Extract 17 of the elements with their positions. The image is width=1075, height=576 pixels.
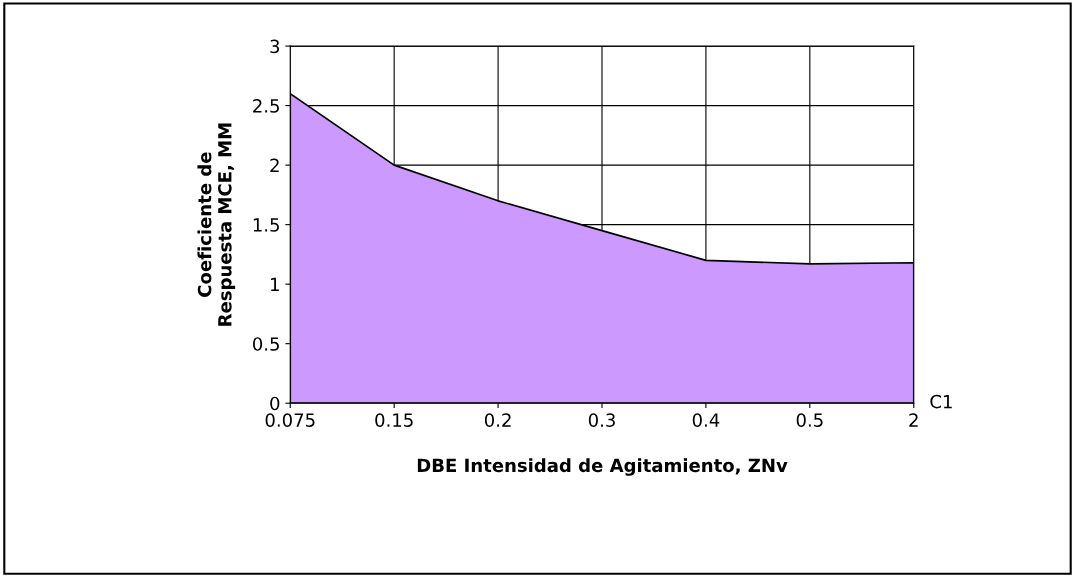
x-tick-label: 0.5 <box>796 413 823 427</box>
y-tick-label: 3 <box>270 39 280 54</box>
y-tick-label: 1 <box>271 277 279 292</box>
y-tick-label: 1.5 <box>253 218 279 232</box>
y-tick-label: 2.5 <box>253 99 279 113</box>
x-tick-label: 2 <box>909 413 918 427</box>
x-axis-title: DBE Intensidad de Agitamiento, ZNv <box>417 458 788 476</box>
y-tick-label: 0 <box>270 396 280 411</box>
x-tick-label: 0.3 <box>588 413 615 427</box>
x-tick-label: 0.075 <box>265 413 315 427</box>
y-tick-label: 2 <box>270 158 279 172</box>
y-tick-label: 0.5 <box>253 337 279 351</box>
series-label: C1 <box>930 394 952 409</box>
x-tick-label: 0.4 <box>692 413 720 427</box>
y-axis-title: Coeficiente de Respuesta MCE, MM <box>197 123 236 326</box>
x-tick-label: 0.15 <box>375 413 413 427</box>
x-tick-label: 0.2 <box>484 413 511 427</box>
